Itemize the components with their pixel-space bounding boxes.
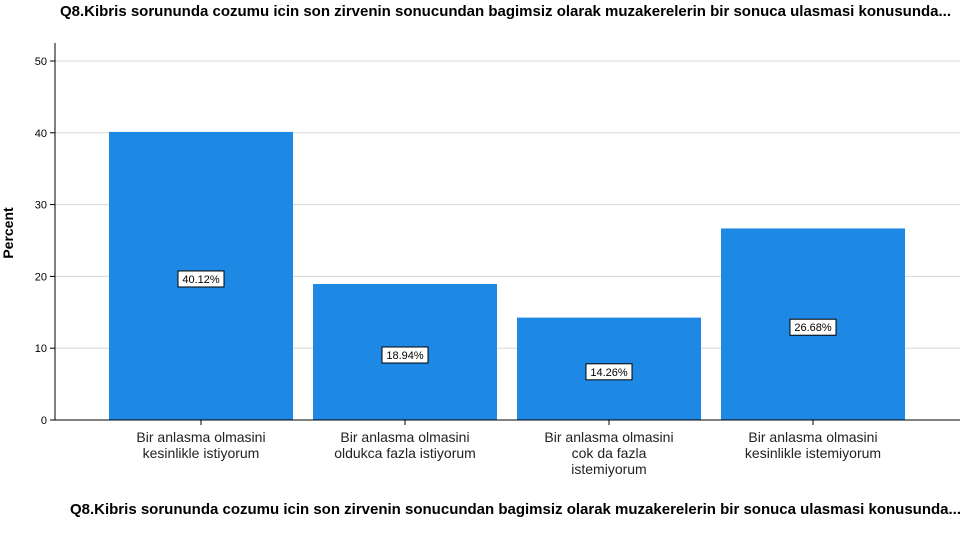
data-label: 40.12% (182, 274, 220, 286)
data-label: 18.94% (386, 350, 424, 362)
data-label-box (381, 346, 429, 364)
x-tick-label: Bir anlasma olmasini cok da fazla istemiyo… (544, 429, 673, 477)
data-label-box (177, 270, 225, 288)
chart-title: Q8.Kibris sorununda cozumu icin son zirv… (59, 3, 952, 20)
y-tick-label: 0 (41, 415, 47, 427)
axes: 0 10 20 30 40 50 (35, 43, 960, 427)
x-tick-label: Bir anlasma olmasini oldukca fazla istiyo… (334, 429, 476, 461)
y-tick-label: 40 (35, 128, 47, 140)
y-axis-title: Percent (0, 207, 16, 259)
y-tick-label: 30 (35, 200, 47, 212)
x-axis-title: Q8.Kibris sorununda cozumu icin son zirv… (69, 501, 962, 518)
data-label: 14.26% (590, 367, 628, 379)
data-label: 26.68% (794, 322, 832, 334)
data-label-box (789, 318, 837, 336)
category-labels: Bir anlasma olmasini kesinlikle istiyorum… (136, 429, 881, 477)
y-tick-label: 10 (35, 343, 47, 355)
y-tick-label: 50 (35, 56, 47, 68)
x-tick-label: Bir anlasma olmasini kesinlikle istiyorum (136, 429, 265, 461)
data-labels: 40.12% 18.94% 14.26% 26.68% (177, 270, 837, 381)
data-label-box (585, 363, 633, 381)
x-tick-label: Bir anlasma olmasini kesinlikle istemiyor… (745, 429, 881, 461)
y-tick-label: 20 (35, 271, 47, 283)
